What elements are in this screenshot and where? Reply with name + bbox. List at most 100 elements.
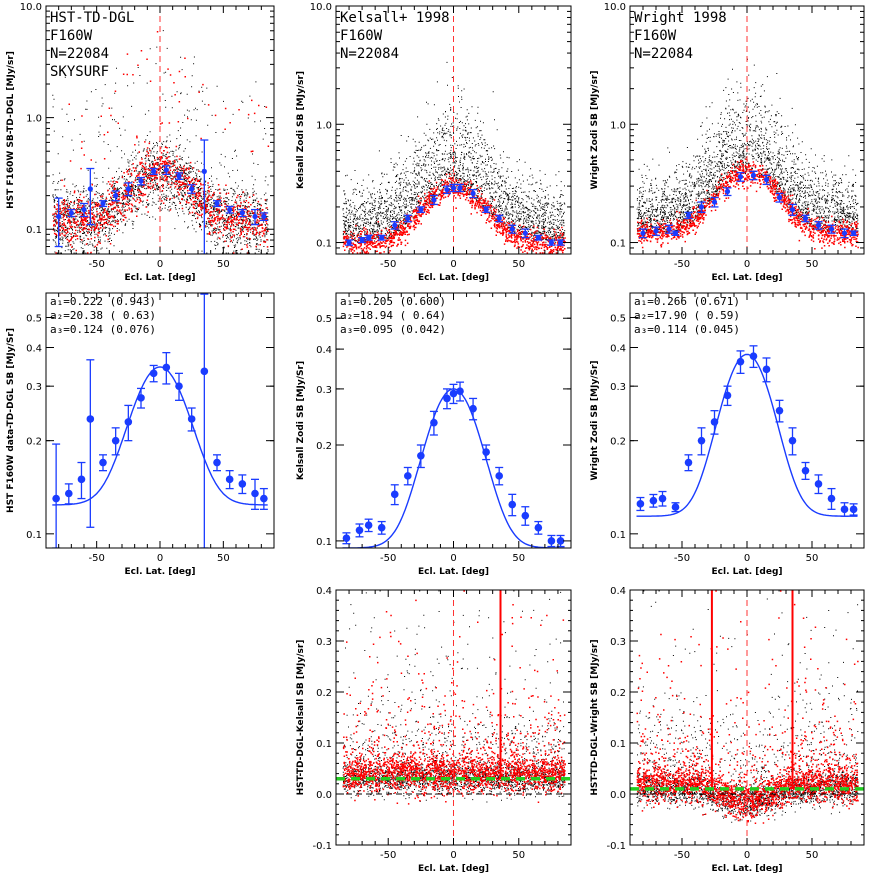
binned-point bbox=[671, 503, 680, 511]
binned-point bbox=[762, 365, 771, 374]
binned-point bbox=[548, 239, 555, 246]
binned-point bbox=[750, 172, 757, 178]
y-tick-label: 10.0 bbox=[604, 2, 626, 13]
y-tick-label: 0.1 bbox=[26, 530, 42, 541]
plot-area bbox=[630, 590, 864, 845]
binned-point bbox=[227, 206, 233, 213]
binned-point bbox=[138, 178, 144, 184]
x-tick-label: 50 bbox=[217, 553, 230, 564]
binned-point bbox=[723, 391, 732, 400]
binned-point bbox=[815, 222, 822, 228]
binned-point bbox=[522, 230, 528, 236]
binned-point bbox=[52, 494, 60, 503]
panel-annotation: HST-TD-DGL bbox=[50, 10, 134, 26]
y-tick-label: 0.3 bbox=[610, 637, 626, 648]
binned-point bbox=[649, 496, 658, 505]
panel-mid_kelsall: a₁=0.205 (0.600)a₂=18.94 ( 0.64)a₃=0.095… bbox=[296, 292, 572, 577]
y-tick-label: 10.0 bbox=[310, 2, 332, 13]
scatter-points-red bbox=[636, 158, 859, 250]
binned-point bbox=[534, 523, 543, 532]
panel-annotation: a₂=17.90 ( 0.59) bbox=[634, 309, 740, 322]
binned-point bbox=[775, 406, 784, 415]
binned-point bbox=[556, 537, 565, 545]
binned-point bbox=[724, 188, 731, 195]
binned-point bbox=[239, 210, 245, 216]
fit-curve bbox=[636, 353, 858, 517]
binned-point bbox=[201, 168, 207, 174]
binned-point bbox=[86, 415, 95, 423]
y-tick-label: 0.3 bbox=[316, 385, 332, 396]
x-tick-label: -50 bbox=[674, 259, 690, 270]
plot-area bbox=[336, 590, 571, 845]
y-tick-label: 0.1 bbox=[316, 739, 332, 750]
binned-point bbox=[698, 204, 705, 210]
binned-point bbox=[685, 212, 692, 218]
binned-point bbox=[113, 193, 119, 199]
panel-annotation: F160W bbox=[340, 28, 383, 44]
x-axis-label: Ecl. Lat. [deg] bbox=[712, 567, 783, 577]
binned-point bbox=[225, 475, 234, 484]
binned-point bbox=[392, 222, 398, 228]
scatter-points-black bbox=[342, 61, 566, 243]
panel-annotation: a₁=0.205 (0.600) bbox=[340, 295, 446, 308]
y-tick-label: 0.1 bbox=[610, 239, 626, 250]
binned-point bbox=[841, 230, 848, 236]
binned-point bbox=[469, 404, 477, 413]
panel-bot_wright: -50 0 50 -0.1 0.0 0.1 0.2 0.3 0.4 Ecl. Lat. [deg]… bbox=[590, 586, 865, 874]
x-axis-label: Ecl. Lat. [deg] bbox=[125, 567, 196, 577]
panel-annotation: N=22084 bbox=[340, 46, 399, 62]
binned-point bbox=[814, 480, 823, 488]
x-tick-label: -50 bbox=[380, 850, 396, 861]
x-axis-label: Ecl. Lat. [deg] bbox=[418, 864, 489, 874]
binned-point bbox=[65, 489, 73, 498]
y-axis-label: Wright Zodi SB [MJy/sr] bbox=[590, 71, 600, 190]
binned-point bbox=[187, 415, 196, 423]
binned-point bbox=[457, 185, 463, 191]
binned-point bbox=[366, 235, 372, 241]
binned-point bbox=[162, 363, 171, 372]
y-axis-label: HST F160W SB-TD-DGL [MJy/sr] bbox=[6, 51, 16, 209]
scatter-points-red bbox=[342, 590, 566, 805]
binned-point bbox=[697, 436, 706, 445]
y-axis-label: Wright Zodi SB [MJy/Sr] bbox=[590, 360, 600, 480]
y-tick-label: 1.0 bbox=[26, 114, 42, 125]
binned-point bbox=[763, 177, 770, 183]
y-tick-label: -0.1 bbox=[606, 841, 626, 852]
binned-point bbox=[359, 237, 365, 243]
binned-point bbox=[636, 500, 645, 508]
binned-point bbox=[444, 187, 450, 193]
binned-point bbox=[404, 472, 412, 480]
panel-annotation: N=22084 bbox=[50, 46, 109, 62]
x-tick-label: 0 bbox=[450, 850, 456, 861]
y-tick-label: 1.0 bbox=[610, 120, 626, 131]
panel-annotation: SKYSURF bbox=[50, 64, 109, 80]
binned-point bbox=[251, 489, 259, 498]
plot-area bbox=[342, 381, 565, 548]
binned-point bbox=[355, 526, 364, 535]
binned-point bbox=[346, 239, 352, 246]
panel-annotation: F160W bbox=[634, 28, 677, 44]
binned-point bbox=[456, 387, 464, 396]
binned-point bbox=[364, 521, 373, 530]
y-axis-label: HST F160W data-TD-DGL SB [MJy/Sr] bbox=[6, 328, 16, 513]
plot-area bbox=[52, 6, 270, 254]
binned-point bbox=[535, 235, 541, 241]
binned-point bbox=[163, 167, 169, 173]
fit-curve bbox=[52, 366, 268, 506]
y-tick-label: 0.1 bbox=[316, 239, 332, 250]
binned-point bbox=[125, 186, 131, 192]
binned-point bbox=[684, 458, 693, 467]
fit-curve bbox=[342, 388, 565, 548]
x-tick-label: -50 bbox=[674, 850, 690, 861]
binned-point bbox=[252, 213, 258, 220]
x-tick-label: 50 bbox=[806, 850, 819, 861]
x-tick-label: -50 bbox=[88, 259, 104, 270]
y-tick-label: 0.4 bbox=[610, 344, 626, 355]
panel-annotation: Wright 1998 bbox=[634, 10, 727, 26]
y-tick-label: 0.1 bbox=[316, 537, 332, 548]
y-tick-label: 0.4 bbox=[26, 344, 42, 355]
x-tick-label: 0 bbox=[744, 553, 750, 564]
x-axis-label: Ecl. Lat. [deg] bbox=[418, 273, 489, 283]
binned-point bbox=[81, 206, 87, 213]
